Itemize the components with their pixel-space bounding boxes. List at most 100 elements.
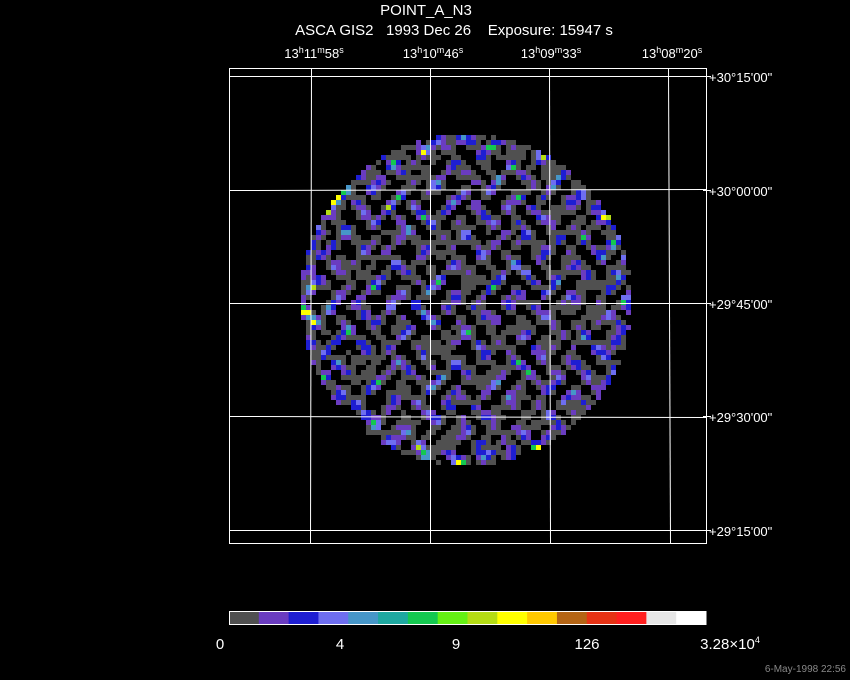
pixel <box>431 340 436 345</box>
pixel <box>551 280 556 285</box>
pixel <box>511 210 516 215</box>
pixel <box>446 290 451 295</box>
pixel <box>361 410 366 415</box>
pixel <box>526 175 531 180</box>
colorbar-swatch <box>348 611 379 625</box>
pixel <box>376 325 381 330</box>
pixel <box>471 445 476 450</box>
pixel <box>511 255 516 260</box>
pixel <box>421 220 426 225</box>
pixel <box>576 320 581 325</box>
pixel <box>451 425 456 430</box>
pixel <box>376 385 381 390</box>
pixel <box>566 425 571 430</box>
pixel <box>576 255 581 260</box>
pixel <box>366 345 371 350</box>
pixel <box>566 300 571 305</box>
pixel <box>406 180 411 185</box>
pixel <box>551 220 556 225</box>
pixel <box>566 410 571 415</box>
pixel <box>571 260 576 265</box>
pixel <box>326 265 331 270</box>
pixel <box>621 330 626 335</box>
pixel <box>516 300 521 305</box>
pixel <box>546 220 551 225</box>
pixel <box>566 390 571 395</box>
pixel <box>556 180 561 185</box>
pixel <box>421 400 426 405</box>
pixel <box>611 280 616 285</box>
pixel <box>391 340 396 345</box>
pixel <box>516 450 521 455</box>
pixel <box>481 145 486 150</box>
pixel <box>596 395 601 400</box>
pixel <box>621 305 626 310</box>
pixel <box>556 165 561 170</box>
ra-unit: s <box>459 45 464 55</box>
pixel <box>456 415 461 420</box>
pixel <box>481 210 486 215</box>
pixel <box>396 220 401 225</box>
pixel <box>561 230 566 235</box>
pixel <box>396 435 401 440</box>
pixel <box>326 385 331 390</box>
pixel <box>556 215 561 220</box>
pixel <box>406 330 411 335</box>
pixel <box>526 375 531 380</box>
pixel <box>476 205 481 210</box>
pixel <box>411 305 416 310</box>
pixel <box>496 240 501 245</box>
pixel <box>561 370 566 375</box>
pixel <box>516 160 521 165</box>
pixel <box>536 180 541 185</box>
pixel <box>411 240 416 245</box>
pixel <box>536 285 541 290</box>
pixel <box>471 235 476 240</box>
pixel <box>406 190 411 195</box>
pixel <box>331 355 336 360</box>
pixel <box>301 290 306 295</box>
pixel <box>581 335 586 340</box>
pixel <box>441 370 446 375</box>
pixel <box>566 225 571 230</box>
pixel <box>386 295 391 300</box>
pixel <box>506 305 511 310</box>
image-disk <box>301 135 631 465</box>
pixel <box>606 240 611 245</box>
pixel <box>486 360 491 365</box>
pixel <box>551 365 556 370</box>
pixel <box>386 270 391 275</box>
pixel <box>476 150 481 155</box>
pixel <box>376 225 381 230</box>
pixel <box>491 385 496 390</box>
pixel <box>371 180 376 185</box>
pixel <box>576 405 581 410</box>
colorbar-swatch <box>378 611 409 625</box>
pixel <box>306 295 311 300</box>
pixel <box>321 325 326 330</box>
pixel <box>626 300 631 305</box>
pixel <box>606 215 611 220</box>
pixel <box>376 380 381 385</box>
pixel <box>386 200 391 205</box>
pixel <box>531 235 536 240</box>
pixel <box>316 240 321 245</box>
pixel <box>476 155 481 160</box>
pixel <box>421 380 426 385</box>
pixel <box>361 200 366 205</box>
ra-unit: h <box>535 45 540 55</box>
pixel <box>506 310 511 315</box>
pixel <box>591 320 596 325</box>
colorbar-swatch <box>646 611 677 625</box>
pixel <box>536 405 541 410</box>
pixel <box>581 410 586 415</box>
pixel <box>506 355 511 360</box>
pixel <box>476 375 481 380</box>
pixel <box>601 375 606 380</box>
pixel <box>406 200 411 205</box>
pixel <box>411 210 416 215</box>
pixel <box>581 215 586 220</box>
dec-labels: +30°15'00"+30°00'00"+29°45'00"+29°30'00"… <box>703 70 773 539</box>
pixel <box>471 245 476 250</box>
pixel <box>336 300 341 305</box>
